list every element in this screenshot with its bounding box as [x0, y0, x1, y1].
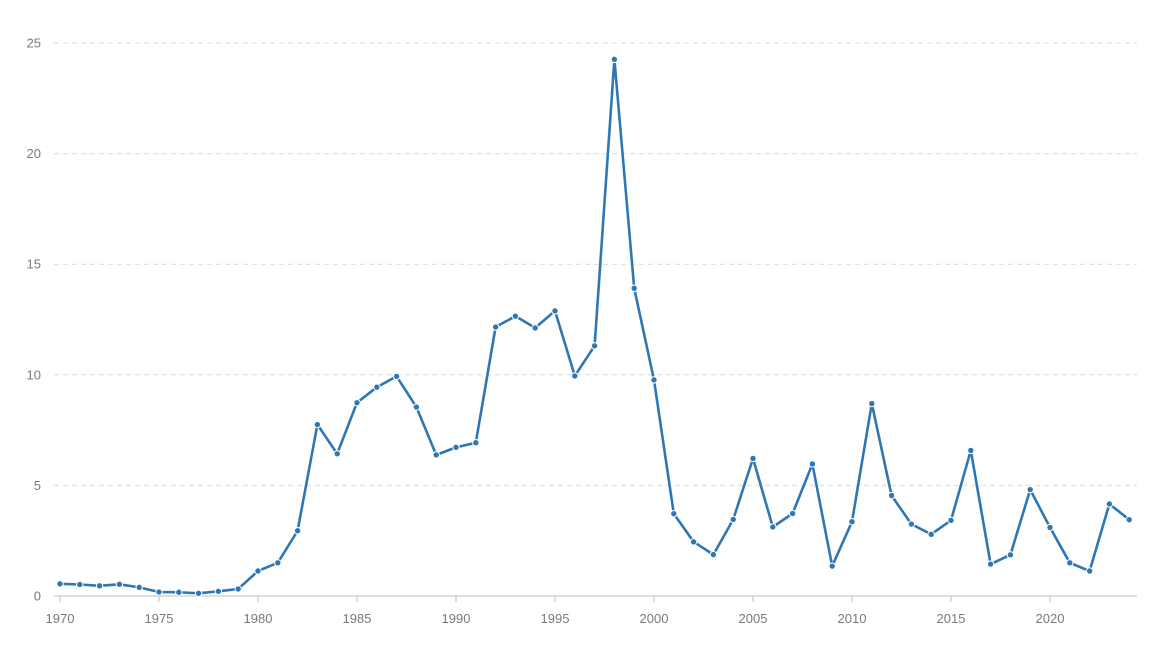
data-point[interactable] — [927, 530, 935, 538]
data-point[interactable] — [947, 516, 955, 525]
data-point[interactable] — [551, 307, 559, 315]
data-point[interactable] — [155, 588, 163, 596]
data-point[interactable] — [769, 523, 777, 531]
x-tick-label: 1970 — [46, 611, 75, 626]
x-axis — [54, 595, 1137, 602]
series-line — [58, 58, 1131, 595]
data-point[interactable] — [472, 439, 480, 447]
data-point[interactable] — [56, 580, 64, 588]
data-point[interactable] — [670, 510, 678, 518]
data-point[interactable] — [848, 517, 856, 526]
data-point[interactable] — [452, 443, 460, 452]
data-point[interactable] — [373, 383, 381, 391]
data-point[interactable] — [194, 589, 203, 598]
data-point[interactable] — [1046, 523, 1054, 532]
data-point[interactable] — [590, 342, 599, 350]
data-point[interactable] — [788, 509, 797, 518]
y-tick-label: 25 — [27, 36, 41, 51]
data-point[interactable] — [432, 451, 440, 459]
data-point[interactable] — [729, 515, 737, 524]
data-point[interactable] — [868, 399, 876, 408]
data-point[interactable] — [1066, 559, 1074, 567]
data-point[interactable] — [234, 585, 242, 593]
x-tick-label: 1980 — [244, 611, 273, 626]
data-point[interactable] — [1006, 551, 1015, 559]
gridlines — [54, 42, 1137, 486]
data-point[interactable] — [392, 372, 401, 381]
y-tick-label: 15 — [27, 257, 41, 272]
y-tick-label: 0 — [34, 589, 41, 604]
y-axis-tick-labels: 0 5 10 15 20 25 — [27, 36, 41, 604]
data-point[interactable] — [313, 420, 322, 429]
y-tick-label: 5 — [34, 478, 41, 493]
data-point[interactable] — [95, 582, 104, 590]
data-point[interactable] — [630, 284, 638, 293]
x-tick-label: 2020 — [1036, 611, 1065, 626]
x-tick-label: 2010 — [838, 611, 867, 626]
data-point[interactable] — [1125, 515, 1133, 524]
data-point[interactable] — [531, 324, 539, 332]
x-tick-label: 2005 — [739, 611, 768, 626]
data-point[interactable] — [887, 491, 896, 500]
data-point[interactable] — [967, 446, 975, 455]
data-point[interactable] — [610, 55, 619, 64]
data-point[interactable] — [274, 559, 282, 567]
data-point[interactable] — [1026, 485, 1034, 494]
x-axis-tick-labels: 1970 1975 1980 1985 1990 1995 2000 2005 2010 2015… — [46, 611, 1065, 626]
data-point[interactable] — [491, 323, 500, 331]
data-point[interactable] — [214, 587, 223, 596]
data-point[interactable] — [650, 376, 658, 384]
x-tick-label: 1985 — [343, 611, 372, 626]
data-point[interactable] — [511, 312, 520, 320]
data-point[interactable] — [709, 550, 718, 559]
data-point[interactable] — [1085, 567, 1094, 575]
x-tick-label: 2015 — [937, 611, 966, 626]
data-series — [58, 58, 1131, 595]
x-tick-label: 1975 — [145, 611, 174, 626]
data-point[interactable] — [828, 562, 836, 570]
data-point[interactable] — [333, 450, 341, 458]
data-point[interactable] — [115, 580, 124, 588]
y-tick-label: 20 — [27, 146, 41, 161]
data-point[interactable] — [254, 567, 262, 575]
data-point[interactable] — [76, 580, 84, 589]
x-tick-label: 1995 — [541, 611, 570, 626]
data-point[interactable] — [749, 454, 757, 463]
data-point[interactable] — [293, 527, 302, 535]
data-point[interactable] — [412, 403, 421, 411]
data-point[interactable] — [1105, 500, 1114, 508]
data-point[interactable] — [175, 588, 183, 596]
data-point[interactable] — [571, 372, 579, 380]
x-tick-label: 1990 — [442, 611, 471, 626]
data-point[interactable] — [135, 583, 143, 592]
data-point[interactable] — [353, 398, 361, 407]
data-point[interactable] — [689, 538, 698, 546]
data-points — [56, 55, 1133, 598]
data-point[interactable] — [907, 520, 916, 528]
y-tick-label: 10 — [27, 367, 41, 382]
x-tick-label: 2000 — [640, 611, 669, 626]
data-point[interactable] — [808, 460, 817, 468]
data-point[interactable] — [986, 560, 995, 568]
